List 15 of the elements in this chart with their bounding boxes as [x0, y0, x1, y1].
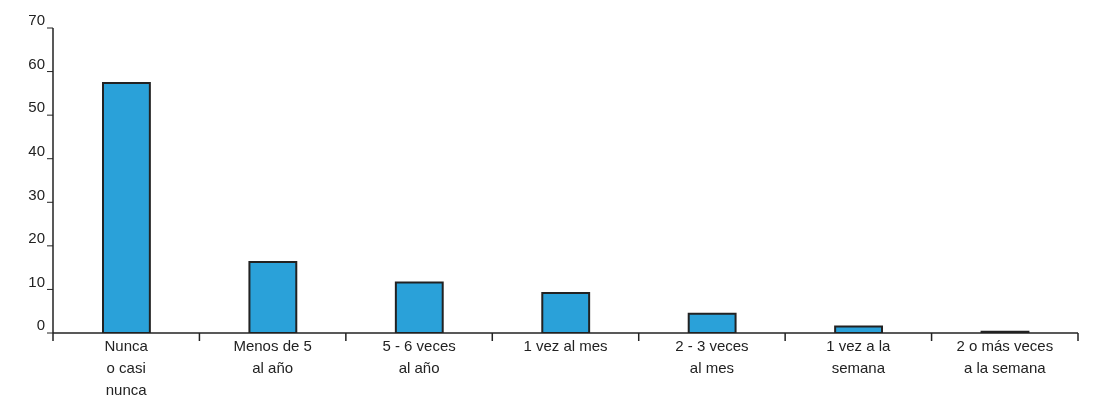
x-tick-label: 2 - 3 veces al mes	[675, 337, 749, 376]
x-tick-label: Nunca o casi nunca	[104, 337, 149, 398]
y-tick-label: 30	[28, 185, 45, 203]
y-tick-label: 10	[28, 272, 45, 290]
y-tick-label: 0	[36, 316, 45, 334]
y-tick-label: 20	[28, 229, 45, 247]
x-tick-label: 2 o más veces a la semana	[956, 337, 1054, 376]
y-tick-label: 40	[28, 142, 45, 160]
y-tick-label: 70	[28, 11, 45, 29]
x-tick-label: 1 vez al mes	[523, 337, 608, 354]
y-tick-label: 50	[28, 98, 45, 116]
x-tick-label: Menos de 5 al año	[233, 337, 312, 376]
x-tick-label: 5 - 6 veces al año	[382, 337, 456, 376]
y-tick-label: 60	[28, 54, 45, 72]
x-tick-label: 1 vez a la semana	[826, 337, 892, 376]
